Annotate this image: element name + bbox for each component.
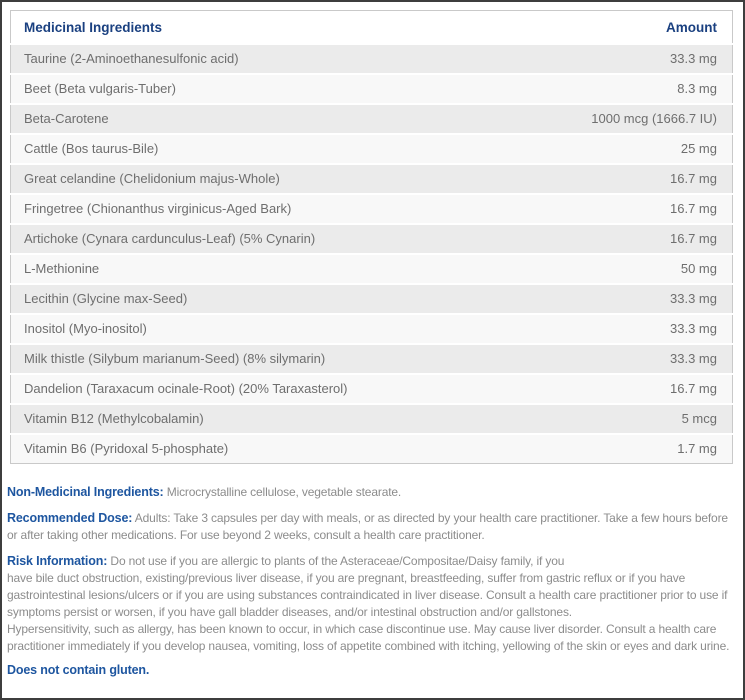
ingredient-amount: 33.3 mg — [670, 321, 717, 336]
table-row: Lecithin (Glycine max-Seed) 33.3 mg — [10, 284, 733, 314]
ingredient-amount: 1.7 mg — [677, 441, 717, 456]
table-row: Fringetree (Chionanthus virginicus-Aged … — [10, 194, 733, 224]
risk-information-section: Risk Information: Do not use if you are … — [7, 553, 734, 655]
ingredient-name: Artichoke (Cynara cardunculus-Leaf) (5% … — [24, 231, 316, 246]
ingredient-amount: 33.3 mg — [670, 351, 717, 366]
table-row: Great celandine (Chelidonium majus-Whole… — [10, 164, 733, 194]
ingredient-amount: 16.7 mg — [670, 381, 717, 396]
ingredient-amount: 50 mg — [680, 261, 717, 276]
ingredient-name: Beet (Beta vulgaris-Tuber) — [24, 81, 176, 96]
risk-information-text: Do not use if you are allergic to plants… — [7, 554, 730, 653]
table-row: Cattle (Bos taurus-Bile) 25 mg — [10, 134, 733, 164]
table-header-row: Medicinal Ingredients Amount — [10, 10, 733, 45]
ingredient-name: Inositol (Myo-inositol) — [24, 321, 147, 336]
non-medicinal-ingredients-label: Non-Medicinal Ingredients: — [7, 485, 164, 499]
ingredient-name: Beta-Carotene — [24, 111, 109, 126]
ingredient-name: Great celandine (Chelidonium majus-Whole… — [24, 171, 280, 186]
ingredient-amount: 25 mg — [680, 141, 717, 156]
table-header-amount: Amount — [512, 10, 733, 45]
table-header-ingredients: Medicinal Ingredients — [10, 10, 513, 45]
ingredient-name: Taurine (2-Aminoethanesulfonic acid) — [24, 51, 239, 66]
ingredient-name: Vitamin B6 (Pyridoxal 5-phosphate) — [24, 441, 229, 456]
ingredient-amount: 16.7 mg — [670, 171, 717, 186]
recommended-dose-section: Recommended Dose: Adults: Take 3 capsule… — [7, 510, 734, 544]
ingredient-name: Cattle (Bos taurus-Bile) — [24, 141, 159, 156]
gluten-statement: Does not contain gluten. — [7, 663, 150, 677]
ingredient-name: Vitamin B12 (Methylcobalamin) — [24, 411, 204, 426]
ingredient-amount: 33.3 mg — [670, 291, 717, 306]
table-row: Taurine (2-Aminoethanesulfonic acid) 33.3… — [10, 44, 733, 74]
table-row: Vitamin B12 (Methylcobalamin) 5 mcg — [10, 404, 733, 434]
table-row: L-Methionine 50 mg — [10, 254, 733, 284]
non-medicinal-ingredients-text: Microcrystalline cellulose, vegetable st… — [166, 485, 402, 499]
recommended-dose-text: Adults: Take 3 capsules per day with mea… — [7, 511, 728, 542]
table-header: Medicinal Ingredients Amount — [10, 10, 733, 45]
table-row: Vitamin B6 (Pyridoxal 5-phosphate) 1.7 mg — [10, 434, 733, 464]
ingredient-name: L-Methionine — [24, 261, 100, 276]
ingredient-amount: 1000 mcg (1666.7 IU) — [591, 111, 717, 126]
table-row: Milk thistle (Silybum marianum-Seed) (8%… — [10, 344, 733, 374]
table-row: Artichoke (Cynara cardunculus-Leaf) (5% … — [10, 224, 733, 254]
table-row: Beta-Carotene 1000 mcg (1666.7 IU) — [10, 104, 733, 134]
ingredient-amount: 8.3 mg — [677, 81, 717, 96]
ingredient-amount: 16.7 mg — [670, 201, 717, 216]
table-row: Beet (Beta vulgaris-Tuber) 8.3 mg — [10, 74, 733, 104]
non-medicinal-ingredients-section: Non-Medicinal Ingredients: Microcrystall… — [7, 484, 734, 501]
table-row: Inositol (Myo-inositol) 33.3 mg — [10, 314, 733, 344]
ingredient-name: Milk thistle (Silybum marianum-Seed) (8%… — [24, 351, 326, 366]
risk-information-label: Risk Information: — [7, 554, 108, 568]
ingredient-name: Fringetree (Chionanthus virginicus-Aged … — [24, 201, 292, 216]
ingredient-amount: 5 mcg — [681, 411, 717, 426]
table-body: Taurine (2-Aminoethanesulfonic acid) 33.3… — [10, 44, 733, 464]
ingredient-name: Lecithin (Glycine max-Seed) — [24, 291, 188, 306]
ingredient-name: Dandelion (Taraxacum ocinale-Root) (20% … — [24, 381, 348, 396]
medicinal-ingredients-table: Medicinal Ingredients Amount Taurine (2-… — [10, 10, 733, 464]
table-row: Dandelion (Taraxacum ocinale-Root) (20% … — [10, 374, 733, 404]
ingredient-amount: 33.3 mg — [670, 51, 717, 66]
recommended-dose-label: Recommended Dose: — [7, 511, 133, 525]
ingredient-amount: 16.7 mg — [670, 231, 717, 246]
